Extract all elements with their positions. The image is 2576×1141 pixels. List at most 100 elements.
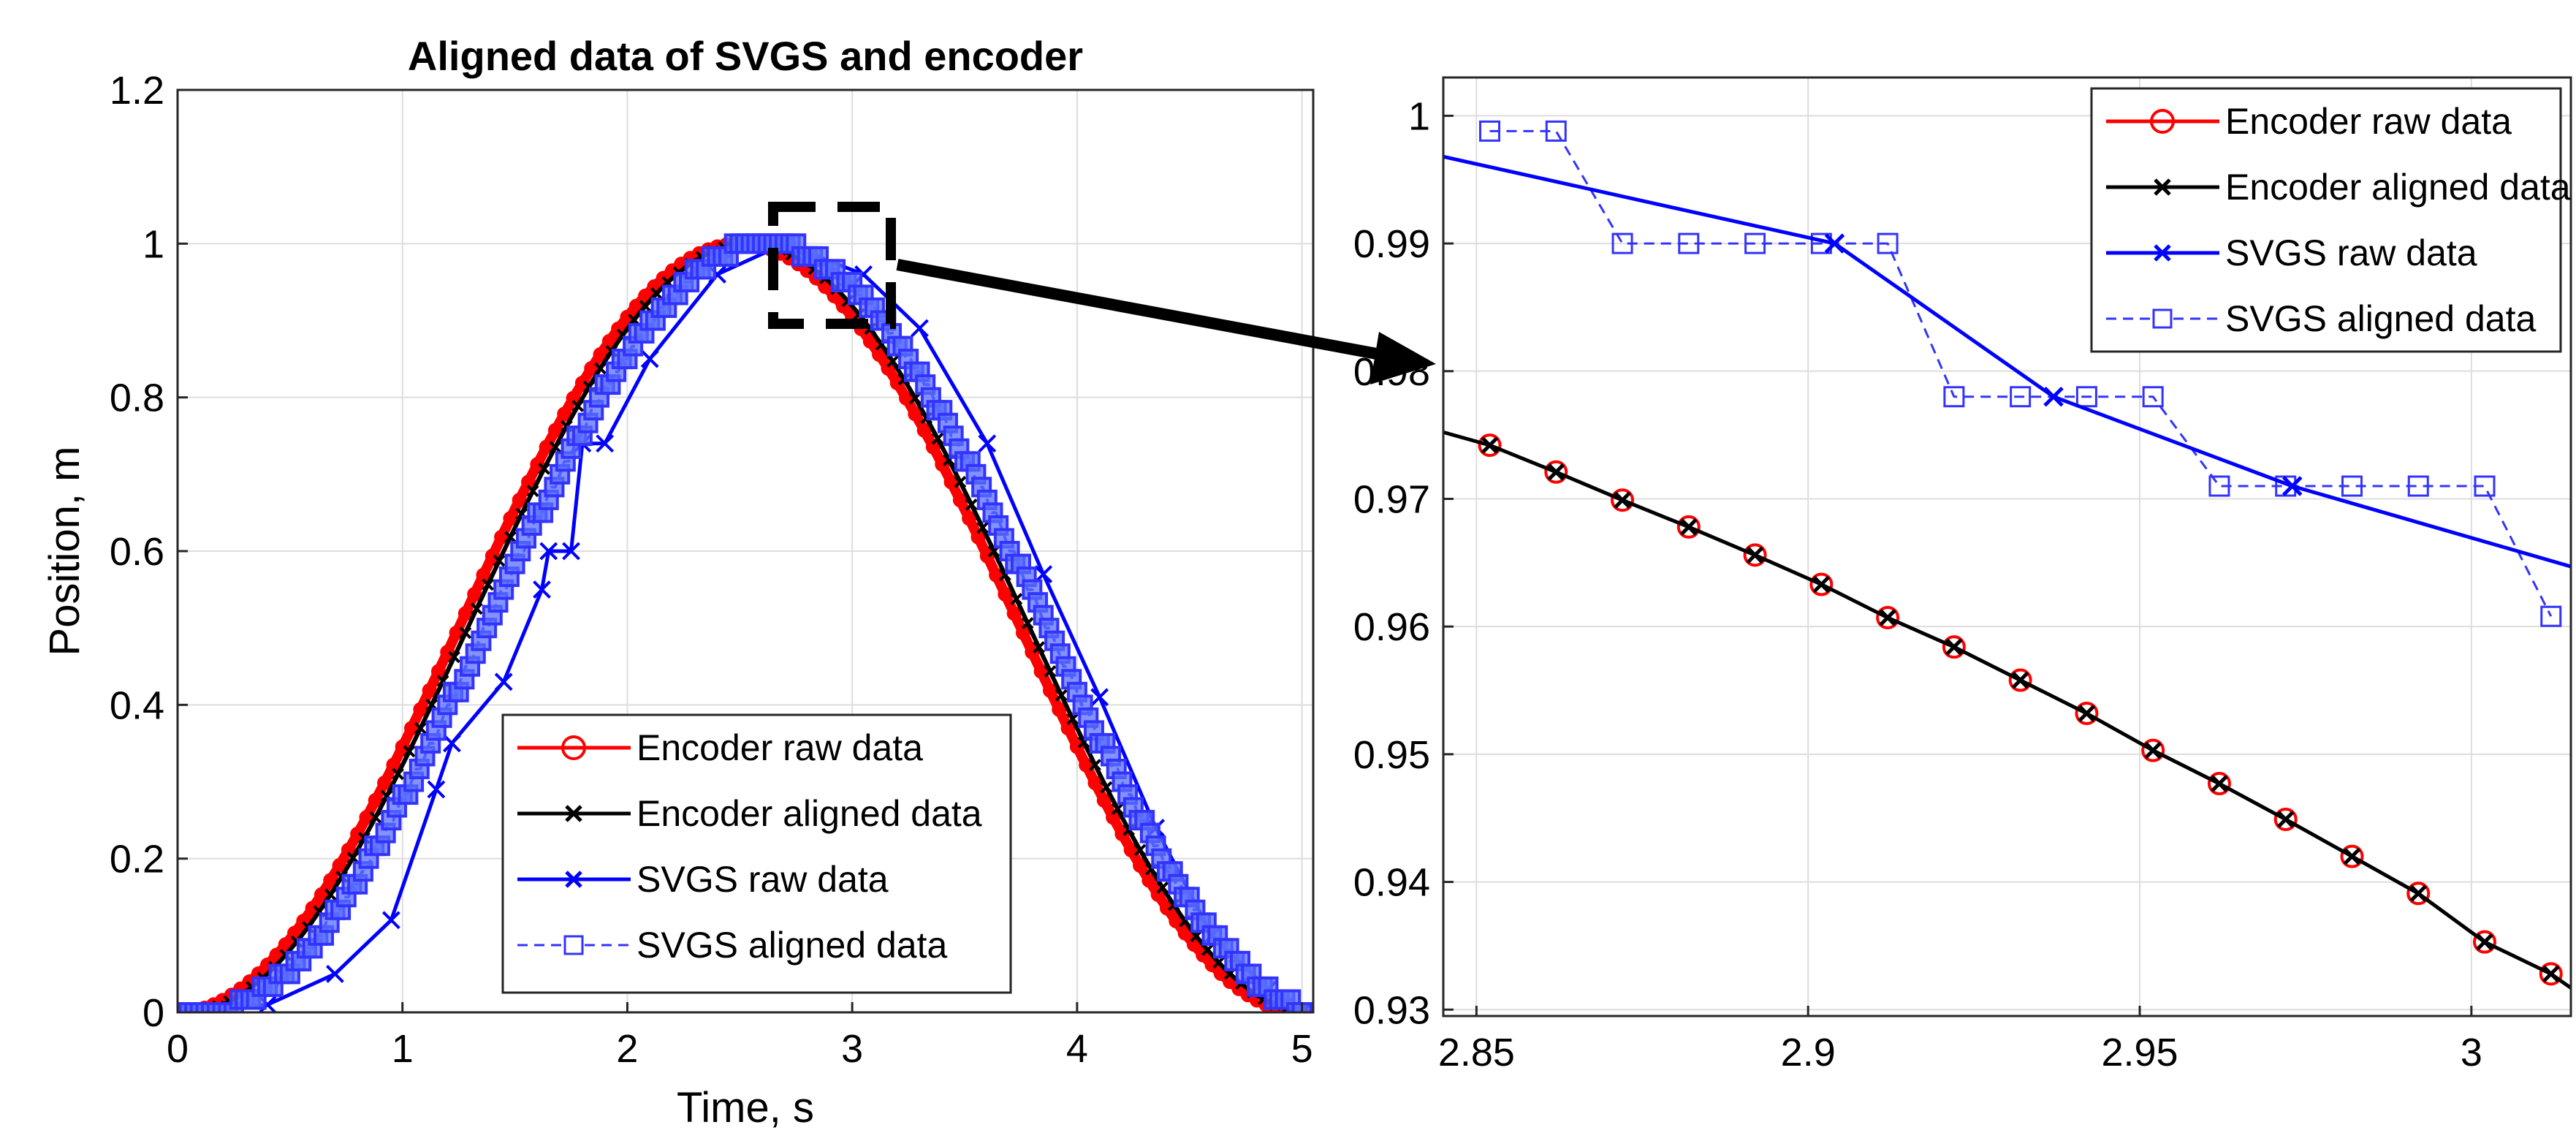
right-y-tick-label: 0.98 <box>1353 350 1430 394</box>
left-encoder-raw-point <box>377 776 392 791</box>
left-y-tick-label: 0 <box>143 991 164 1035</box>
right-encoder-aligned-point <box>1680 518 1698 536</box>
left-encoder-raw-point <box>305 901 320 916</box>
left-encoder-aligned-point <box>650 287 663 300</box>
right-x-tick-label: 2.95 <box>2101 1031 2178 1074</box>
right-encoder-raw-point <box>2075 701 2099 725</box>
left-encoder-raw-point <box>1079 757 1094 773</box>
right-svgs-aligned-point <box>2075 386 2097 408</box>
right-encoder-aligned-point <box>1547 463 1565 481</box>
left-encoder-raw-point <box>296 914 311 929</box>
left-encoder-aligned-point <box>1010 593 1023 605</box>
right-svgs-raw-series <box>1443 154 2571 569</box>
left-encoder-raw-point <box>1096 792 1112 808</box>
left-encoder-aligned-point <box>1055 689 1068 702</box>
right-legend-marker <box>2150 109 2175 134</box>
left-legend-item: SVGS raw data <box>517 859 889 900</box>
left-encoder-raw-point <box>539 439 554 455</box>
right-y-tick-label: 0.99 <box>1353 222 1430 266</box>
right-encoder-raw-point <box>2141 738 2165 762</box>
left-encoder-raw-point <box>935 457 950 472</box>
left-encoder-aligned-point <box>1066 713 1079 725</box>
right-y-tick-label: 0.97 <box>1353 477 1430 521</box>
right-y-tick-label: 0.93 <box>1353 988 1430 1032</box>
left-x-tick-label: 4 <box>1066 1027 1088 1071</box>
right-encoder-aligned-point <box>2211 775 2228 792</box>
right-legend-item: SVGS raw data <box>2106 232 2477 273</box>
left-encoder-raw-point <box>1006 606 1022 621</box>
right-x-tick-label: 2.85 <box>1438 1031 1515 1074</box>
right-encoder-aligned-point <box>1481 436 1499 454</box>
left-encoder-aligned-point <box>976 521 989 534</box>
left-svgs-raw-point <box>325 965 344 983</box>
left-encoder-raw-point <box>1033 664 1049 679</box>
right-axes-box <box>1442 76 2572 1017</box>
left-encoder-aligned-point <box>931 432 944 445</box>
right-encoder-aligned-point <box>2343 847 2361 865</box>
left-encoder-raw-point <box>611 321 626 336</box>
left-legend-marker <box>565 871 582 888</box>
left-encoder-raw-point <box>557 406 572 422</box>
right-svgs-aligned-point <box>2010 386 2032 408</box>
left-encoder-aligned-point <box>392 767 404 781</box>
left-encoder-aligned-point <box>594 362 607 375</box>
left-legend-marker <box>563 935 584 955</box>
left-encoder-raw-point <box>1159 901 1174 916</box>
left-encoder-raw-point <box>341 842 356 857</box>
left-encoder-raw-point <box>359 810 374 825</box>
right-encoder-raw-point <box>1876 605 1900 629</box>
right-legend: Encoder raw data Encoder aligned data SVGS… <box>2090 87 2571 353</box>
right-svgs-aligned-point <box>1877 232 1899 254</box>
left-legend-label: Encoder aligned data <box>637 793 982 834</box>
right-legend-label: Encoder raw data <box>2225 101 2512 142</box>
left-svgs-aligned-point <box>314 925 335 946</box>
left-encoder-aligned-point <box>324 888 337 901</box>
left-encoder-raw-point <box>835 298 851 314</box>
left-svgs-raw-point <box>1090 688 1109 707</box>
right-legend-item: Encoder raw data <box>2106 101 2512 142</box>
left-encoder-raw-point <box>314 887 329 902</box>
left-encoder-raw-point <box>1141 873 1157 888</box>
right-svgs-raw-point <box>2282 476 2303 496</box>
left-encoder-raw-point <box>512 493 527 508</box>
right-encoder-raw-point <box>1478 433 1502 458</box>
left-encoder-aligned-point <box>1033 641 1045 654</box>
left-encoder-aligned-point <box>1133 844 1147 857</box>
right-encoder-aligned-series <box>1443 430 2571 990</box>
left-legend-marker <box>565 805 582 822</box>
left-encoder-aligned-point <box>526 485 539 498</box>
left-svgs-raw-series <box>178 234 1312 1012</box>
left-encoder-aligned-point <box>1089 759 1101 771</box>
right-legend-label: SVGS raw data <box>2225 232 2477 273</box>
left-encoder-aligned-point <box>1212 956 1226 969</box>
callout-arrow <box>896 259 1436 384</box>
right-encoder-raw-point <box>2539 962 2563 986</box>
right-svgs-aligned-point <box>1678 232 1700 254</box>
left-title: Aligned data of SVGS and encoder <box>408 33 1083 79</box>
left-svgs-aligned-point <box>696 259 717 280</box>
right-encoder-raw-point <box>1611 488 1635 512</box>
left-encoder-aligned-point <box>470 602 483 615</box>
left-svgs-raw-point <box>539 542 558 561</box>
left-encoder-raw-point <box>1177 925 1193 941</box>
left-encoder-aligned-point <box>482 578 495 591</box>
left-encoder-raw-point <box>350 826 365 841</box>
left-encoder-raw-point <box>638 288 653 303</box>
right-encoder-raw-point <box>2273 807 2298 831</box>
left-encoder-raw-point <box>449 625 464 640</box>
left-encoder-raw-point <box>1114 826 1130 841</box>
left-encoder-aligned-point <box>369 811 382 824</box>
right-encoder-raw-series <box>1443 431 2571 990</box>
right-encoder-raw-point <box>1809 572 1834 596</box>
right-encoder-aligned-point <box>2409 884 2428 903</box>
left-svgs-raw-point <box>427 780 446 799</box>
left-encoder-raw-point <box>881 361 896 376</box>
left-encoder-raw-point <box>332 858 347 873</box>
left-svgs-raw-point <box>978 434 997 453</box>
left-x-axis-label: Time, s <box>677 1084 814 1131</box>
right-x-tick-label: 2.9 <box>1781 1031 1836 1074</box>
right-svgs-raw-point <box>1824 233 1845 254</box>
right-encoder-aligned-point <box>2276 811 2295 828</box>
left-x-tick-label: 1 <box>392 1027 414 1071</box>
right-encoder-raw-point <box>2406 882 2431 906</box>
